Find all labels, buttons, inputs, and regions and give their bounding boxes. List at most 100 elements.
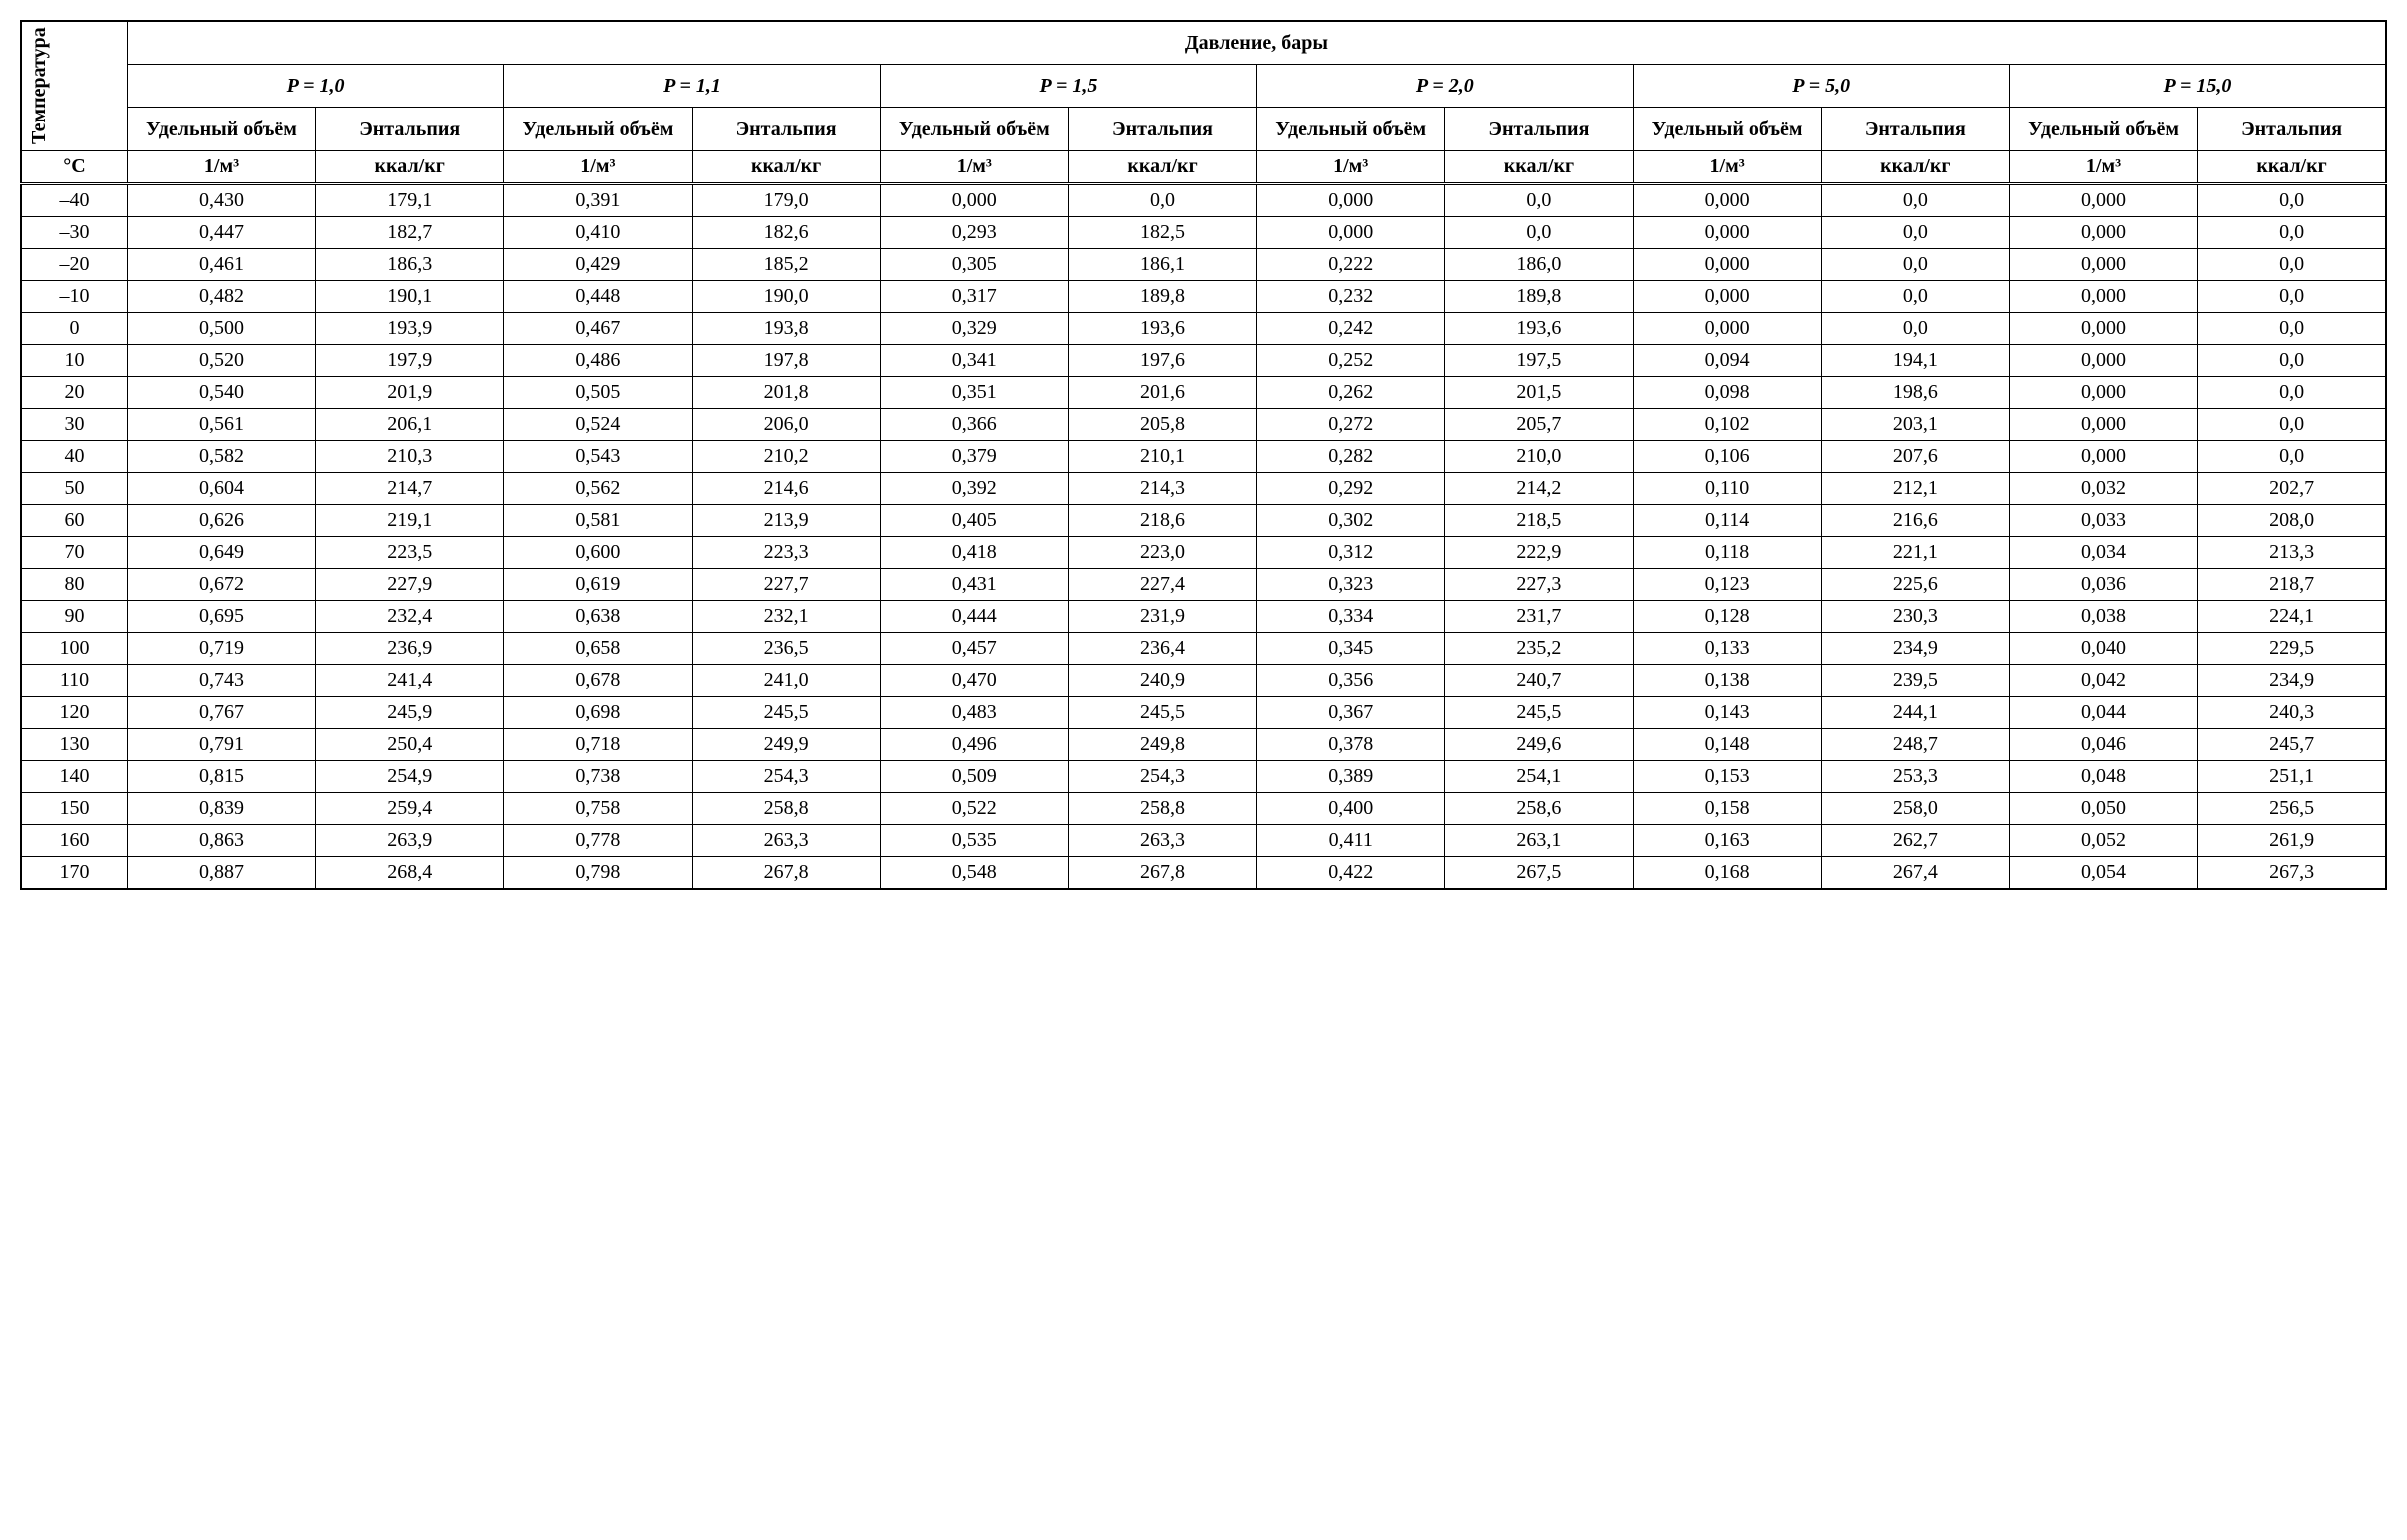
- enthalpy-cell: 182,5: [1068, 217, 1256, 249]
- volume-cell: 0,000: [1257, 184, 1445, 217]
- pressure-group-3: P = 1,5: [880, 65, 1256, 108]
- pressure-group-1: P = 1,0: [127, 65, 503, 108]
- table-row: 1600,863263,90,778263,30,535263,30,41126…: [21, 825, 2386, 857]
- volume-cell: 0,232: [1257, 281, 1445, 313]
- volume-cell: 0,678: [504, 665, 692, 697]
- enthalpy-cell: 223,3: [692, 537, 880, 569]
- volume-cell: 0,548: [880, 857, 1068, 890]
- enthalpy-cell: 208,0: [2198, 505, 2386, 537]
- enthalpy-cell: 223,5: [316, 537, 504, 569]
- volume-cell: 0,461: [127, 249, 315, 281]
- temperature-cell: 90: [21, 601, 127, 633]
- table-row: 1300,791250,40,718249,90,496249,80,37824…: [21, 729, 2386, 761]
- enthalpy-cell: 219,1: [316, 505, 504, 537]
- enthalpy-cell: 230,3: [1821, 601, 2009, 633]
- enthalpy-cell: 223,0: [1068, 537, 1256, 569]
- enthalpy-cell: 182,6: [692, 217, 880, 249]
- volume-cell: 0,345: [1257, 633, 1445, 665]
- table-row: 1400,815254,90,738254,30,509254,30,38925…: [21, 761, 2386, 793]
- enthalpy-cell: 0,0: [2198, 409, 2386, 441]
- volume-cell: 0,649: [127, 537, 315, 569]
- volume-cell: 0,791: [127, 729, 315, 761]
- volume-cell: 0,118: [1633, 537, 1821, 569]
- volume-cell: 0,509: [880, 761, 1068, 793]
- volume-cell: 0,262: [1257, 377, 1445, 409]
- enthalpy-cell: 236,9: [316, 633, 504, 665]
- volume-cell: 0,323: [1257, 569, 1445, 601]
- volume-cell: 0,367: [1257, 697, 1445, 729]
- volume-cell: 0,052: [2009, 825, 2197, 857]
- enthalpy-cell: 194,1: [1821, 345, 2009, 377]
- volume-cell: 0,619: [504, 569, 692, 601]
- enthalpy-cell: 244,1: [1821, 697, 2009, 729]
- specific-volume-header: Удельный объём: [880, 108, 1068, 151]
- enthalpy-cell: 206,1: [316, 409, 504, 441]
- volume-cell: 0,000: [2009, 345, 2197, 377]
- volume-unit: 1/м³: [127, 151, 315, 184]
- volume-cell: 0,470: [880, 665, 1068, 697]
- enthalpy-cell: 259,4: [316, 793, 504, 825]
- specific-volume-header: Удельный объём: [127, 108, 315, 151]
- volume-cell: 0,540: [127, 377, 315, 409]
- enthalpy-cell: 205,7: [1445, 409, 1633, 441]
- temperature-cell: 110: [21, 665, 127, 697]
- volume-cell: 0,738: [504, 761, 692, 793]
- enthalpy-cell: 213,9: [692, 505, 880, 537]
- enthalpy-cell: 232,4: [316, 601, 504, 633]
- enthalpy-cell: 249,6: [1445, 729, 1633, 761]
- table-row: –300,447182,70,410182,60,293182,50,0000,…: [21, 217, 2386, 249]
- volume-cell: 0,444: [880, 601, 1068, 633]
- enthalpy-cell: 235,2: [1445, 633, 1633, 665]
- volume-cell: 0,272: [1257, 409, 1445, 441]
- temperature-cell: 100: [21, 633, 127, 665]
- volume-unit: 1/м³: [880, 151, 1068, 184]
- units-row: °C 1/м³ ккал/кг 1/м³ ккал/кг 1/м³ ккал/к…: [21, 151, 2386, 184]
- enthalpy-cell: 210,2: [692, 441, 880, 473]
- enthalpy-cell: 197,6: [1068, 345, 1256, 377]
- volume-cell: 0,000: [2009, 441, 2197, 473]
- pressure-group-2: P = 1,1: [504, 65, 880, 108]
- volume-cell: 0,000: [1633, 313, 1821, 345]
- enthalpy-cell: 221,1: [1821, 537, 2009, 569]
- enthalpy-cell: 231,7: [1445, 601, 1633, 633]
- volume-cell: 0,839: [127, 793, 315, 825]
- volume-cell: 0,411: [1257, 825, 1445, 857]
- volume-cell: 0,430: [127, 184, 315, 217]
- volume-cell: 0,672: [127, 569, 315, 601]
- volume-cell: 0,392: [880, 473, 1068, 505]
- enthalpy-cell: 186,3: [316, 249, 504, 281]
- temperature-cell: 30: [21, 409, 127, 441]
- volume-cell: 0,000: [2009, 281, 2197, 313]
- temperature-cell: 70: [21, 537, 127, 569]
- enthalpy-cell: 210,1: [1068, 441, 1256, 473]
- volume-cell: 0,391: [504, 184, 692, 217]
- enthalpy-unit: ккал/кг: [692, 151, 880, 184]
- enthalpy-cell: 249,9: [692, 729, 880, 761]
- volume-cell: 0,581: [504, 505, 692, 537]
- enthalpy-cell: 0,0: [1068, 184, 1256, 217]
- enthalpy-cell: 261,9: [2198, 825, 2386, 857]
- enthalpy-cell: 193,6: [1445, 313, 1633, 345]
- volume-cell: 0,040: [2009, 633, 2197, 665]
- enthalpy-cell: 245,9: [316, 697, 504, 729]
- enthalpy-cell: 236,4: [1068, 633, 1256, 665]
- enthalpy-cell: 227,7: [692, 569, 880, 601]
- temperature-cell: –10: [21, 281, 127, 313]
- volume-cell: 0,698: [504, 697, 692, 729]
- volume-cell: 0,543: [504, 441, 692, 473]
- enthalpy-cell: 253,3: [1821, 761, 2009, 793]
- volume-cell: 0,163: [1633, 825, 1821, 857]
- temperature-cell: 150: [21, 793, 127, 825]
- volume-cell: 0,098: [1633, 377, 1821, 409]
- pressure-group-6: P = 15,0: [2009, 65, 2386, 108]
- temperature-cell: –20: [21, 249, 127, 281]
- enthalpy-cell: 218,5: [1445, 505, 1633, 537]
- enthalpy-cell: 245,7: [2198, 729, 2386, 761]
- enthalpy-cell: 190,0: [692, 281, 880, 313]
- volume-cell: 0,400: [1257, 793, 1445, 825]
- enthalpy-cell: 268,4: [316, 857, 504, 890]
- enthalpy-cell: 222,9: [1445, 537, 1633, 569]
- enthalpy-cell: 0,0: [1445, 184, 1633, 217]
- volume-cell: 0,148: [1633, 729, 1821, 761]
- temperature-cell: 130: [21, 729, 127, 761]
